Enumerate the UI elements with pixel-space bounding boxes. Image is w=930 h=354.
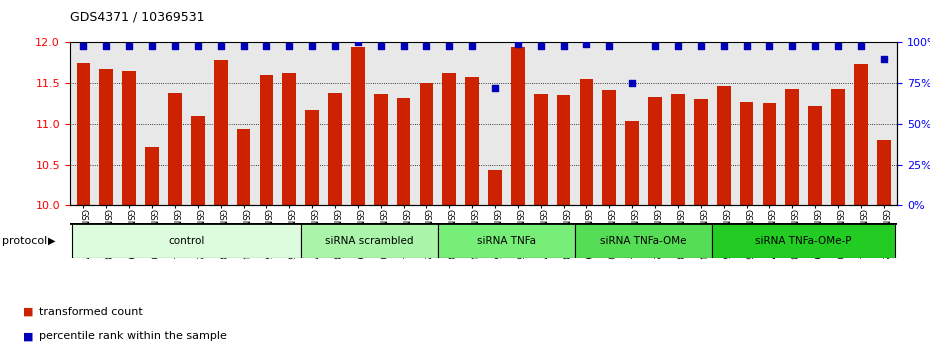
Text: ■: ■	[23, 307, 33, 316]
Bar	[625, 121, 639, 205]
Bar	[786, 89, 799, 205]
Bar	[300, 223, 438, 258]
Point	[213, 43, 228, 48]
Bar	[145, 147, 159, 205]
Bar	[671, 94, 684, 205]
Point	[487, 85, 502, 91]
Bar	[648, 97, 662, 205]
Point	[259, 43, 273, 48]
Bar	[575, 223, 712, 258]
Point	[396, 43, 411, 48]
Bar	[854, 64, 868, 205]
Point	[830, 43, 845, 48]
Text: percentile rank within the sample: percentile rank within the sample	[39, 331, 227, 341]
Point	[145, 43, 160, 48]
Point	[785, 43, 800, 48]
Text: ■: ■	[23, 331, 33, 341]
Bar	[397, 98, 410, 205]
Point	[533, 43, 548, 48]
Point	[511, 41, 525, 47]
Point	[671, 43, 685, 48]
Text: ▶: ▶	[48, 236, 56, 246]
Point	[122, 43, 137, 48]
Point	[739, 43, 754, 48]
Point	[351, 40, 365, 45]
Point	[373, 43, 388, 48]
Bar	[465, 77, 479, 205]
Text: transformed count: transformed count	[39, 307, 143, 316]
Point	[236, 43, 251, 48]
Text: siRNA TNFa-OMe-P: siRNA TNFa-OMe-P	[755, 236, 852, 246]
Point	[602, 43, 617, 48]
Bar	[283, 73, 296, 205]
Bar	[123, 71, 136, 205]
Text: GDS4371 / 10369531: GDS4371 / 10369531	[70, 11, 205, 24]
Bar	[694, 99, 708, 205]
Bar	[557, 95, 570, 205]
Point	[556, 43, 571, 48]
Bar	[534, 94, 548, 205]
Bar	[100, 69, 113, 205]
Point	[854, 43, 869, 48]
Bar	[168, 93, 181, 205]
Point	[625, 80, 640, 86]
Bar	[72, 223, 300, 258]
Bar	[579, 79, 593, 205]
Point	[807, 43, 822, 48]
Bar	[374, 94, 388, 205]
Bar	[438, 223, 575, 258]
Bar	[603, 90, 617, 205]
Text: protocol: protocol	[2, 236, 47, 246]
Bar	[763, 103, 777, 205]
Point	[876, 56, 891, 62]
Bar	[236, 129, 250, 205]
Point	[694, 43, 709, 48]
Bar	[305, 110, 319, 205]
Point	[76, 43, 91, 48]
Text: siRNA scrambled: siRNA scrambled	[325, 236, 414, 246]
Bar	[512, 47, 525, 205]
Bar	[259, 75, 273, 205]
Bar	[717, 86, 731, 205]
Point	[167, 43, 182, 48]
Text: siRNA TNFa: siRNA TNFa	[477, 236, 536, 246]
Point	[716, 43, 731, 48]
Bar	[712, 223, 896, 258]
Bar	[808, 106, 822, 205]
Bar	[351, 47, 365, 205]
Point	[419, 43, 434, 48]
Point	[305, 43, 320, 48]
Bar	[214, 61, 228, 205]
Point	[762, 43, 777, 48]
Point	[282, 43, 297, 48]
Bar	[76, 63, 90, 205]
Point	[579, 41, 594, 47]
Point	[327, 43, 342, 48]
Text: control: control	[168, 236, 205, 246]
Point	[465, 43, 480, 48]
Bar	[739, 102, 753, 205]
Bar	[191, 116, 205, 205]
Bar	[831, 89, 844, 205]
Point	[99, 43, 113, 48]
Bar	[488, 170, 502, 205]
Point	[647, 43, 662, 48]
Bar	[419, 83, 433, 205]
Point	[191, 43, 206, 48]
Text: siRNA TNFa-OMe: siRNA TNFa-OMe	[601, 236, 687, 246]
Bar	[877, 140, 891, 205]
Point	[442, 43, 457, 48]
Bar	[328, 93, 342, 205]
Bar	[443, 73, 456, 205]
